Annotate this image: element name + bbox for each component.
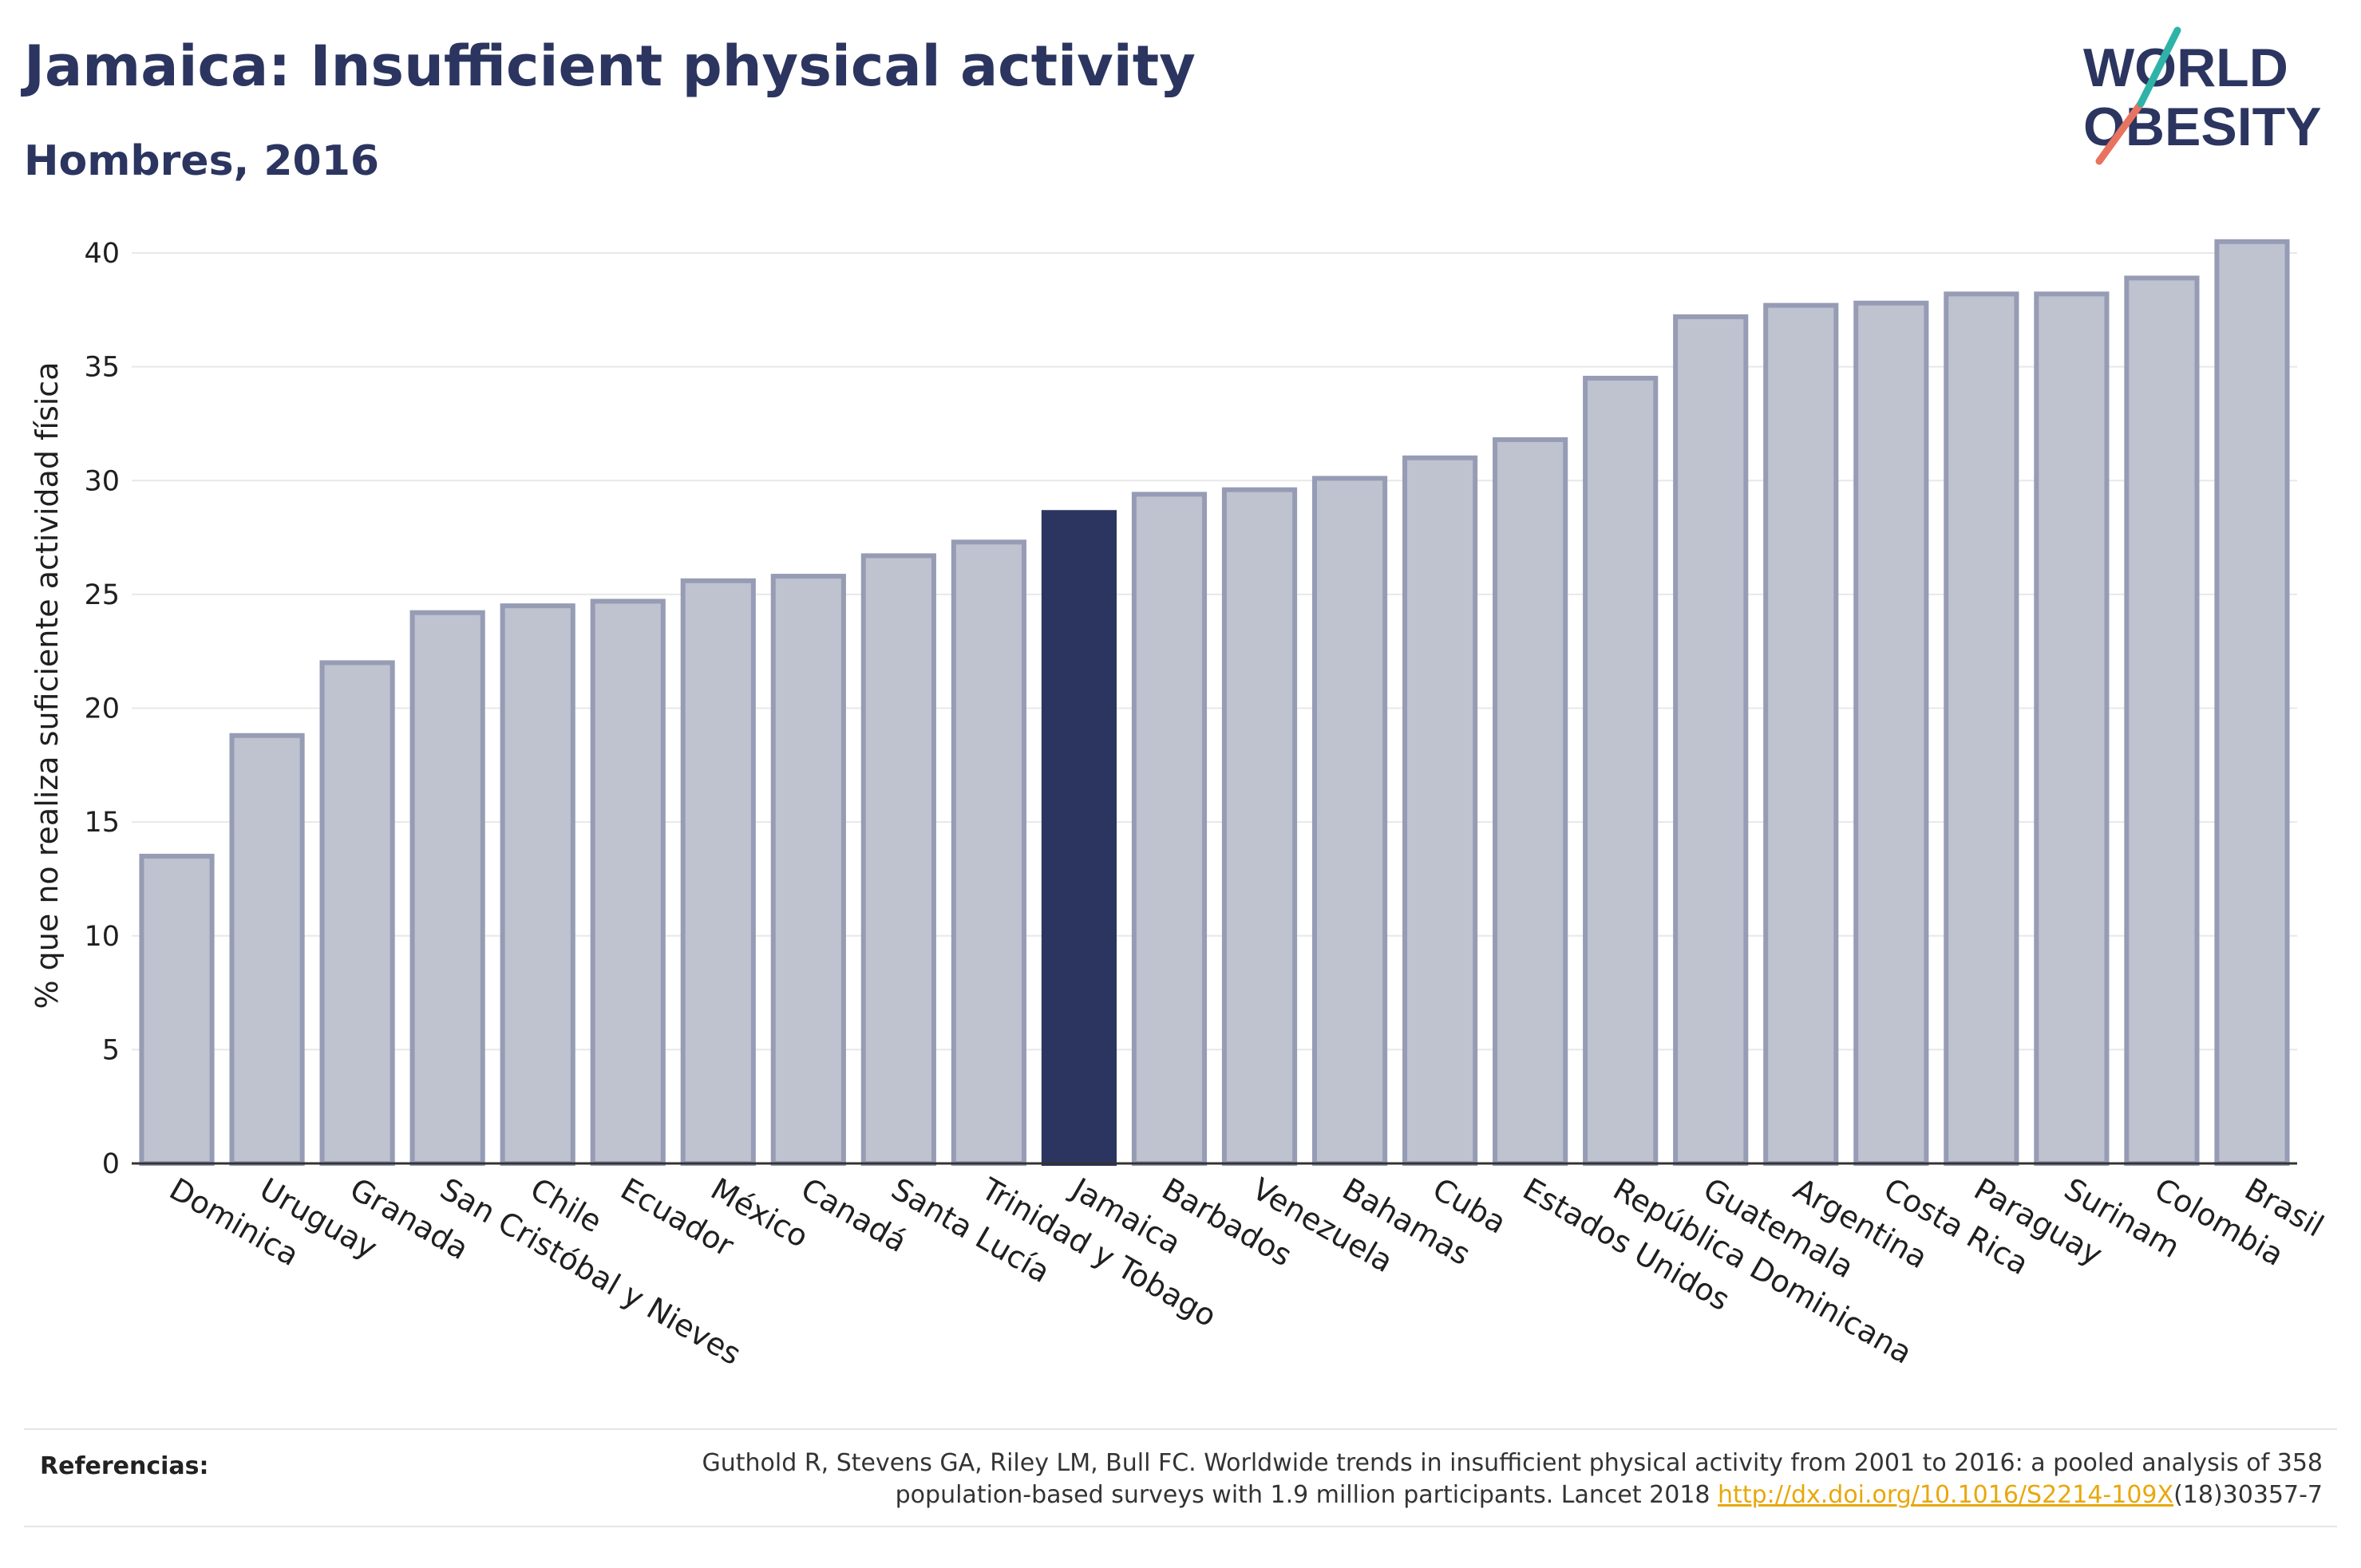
reference-doi-link[interactable]: http://dx.doi.org/10.1016/S2214-109X [1718, 1481, 2174, 1509]
y-axis-ticks: 0 5 10 15 20 25 30 35 40 [84, 238, 120, 1180]
reference-text-line1: Guthold R, Stevens GA, Riley LM, Bull FC… [702, 1449, 2323, 1477]
references-label: Referencias: [40, 1452, 209, 1480]
bar-méxico [680, 578, 756, 1166]
bar-argentina [1763, 302, 1839, 1167]
bar-paraguay [1944, 291, 2019, 1166]
bar-república-dominicana [1583, 375, 1659, 1166]
bar-guatemala [1673, 314, 1749, 1166]
bar-cuba [1402, 455, 1478, 1166]
references-footer: Referencias: Guthold R, Stevens GA, Rile… [24, 1428, 2337, 1527]
logo-line1: WORLD [2083, 38, 2288, 98]
bar-san-cristóbal-y-nieves [409, 610, 485, 1166]
bars [139, 239, 2290, 1167]
reference-text-line2: population-based surveys with 1.9 millio… [895, 1481, 1718, 1509]
bar-uruguay [229, 733, 305, 1166]
bar-jamaica [1041, 510, 1117, 1166]
bar-chart: 0 5 10 15 20 25 30 35 40 DominicaUruguayGranadaS… [30, 238, 2330, 1372]
bar-canadá [770, 574, 846, 1166]
chart-title: Jamaica: Insufficient physical activity [24, 34, 1196, 99]
reference-text-line3: (18)30357-7 [2173, 1481, 2323, 1509]
y-tick-label: 10 [84, 921, 120, 953]
y-tick-label: 15 [84, 807, 120, 839]
world-obesity-logo: WORLD OBESITY [2083, 26, 2322, 165]
bar-venezuela [1221, 487, 1298, 1166]
y-tick-label: 0 [102, 1148, 120, 1180]
y-tick-label: 35 [84, 352, 120, 384]
bar-dominica [139, 853, 215, 1167]
chart-subtitle: Hombres, 2016 [24, 137, 380, 185]
references-text: Guthold R, Stevens GA, Riley LM, Bull FC… [487, 1448, 2323, 1511]
y-tick-label: 40 [84, 238, 120, 270]
logo-slash-coral [2095, 100, 2145, 165]
y-tick-label: 30 [84, 465, 120, 497]
bar-bahamas [1311, 476, 1388, 1166]
bar-chile [500, 603, 575, 1166]
bar-santa-lucía [860, 553, 936, 1166]
bar-trinidad-y-tobago [951, 539, 1026, 1166]
bar-barbados [1131, 492, 1208, 1166]
y-axis-title: % que no realiza suficiente actividad fí… [30, 362, 65, 1009]
bar-ecuador [590, 598, 666, 1166]
y-tick-label: 20 [84, 693, 120, 725]
bar-colombia [2124, 275, 2200, 1166]
bar-brasil [2214, 239, 2290, 1166]
y-tick-label: 25 [84, 579, 120, 611]
bar-estados-unidos [1493, 436, 1568, 1166]
bar-granada [319, 660, 395, 1166]
bar-costa-rica [1853, 300, 1929, 1166]
bar-surinam [2034, 291, 2110, 1166]
y-tick-label: 5 [102, 1034, 120, 1066]
logo-slash-teal [2137, 26, 2181, 108]
